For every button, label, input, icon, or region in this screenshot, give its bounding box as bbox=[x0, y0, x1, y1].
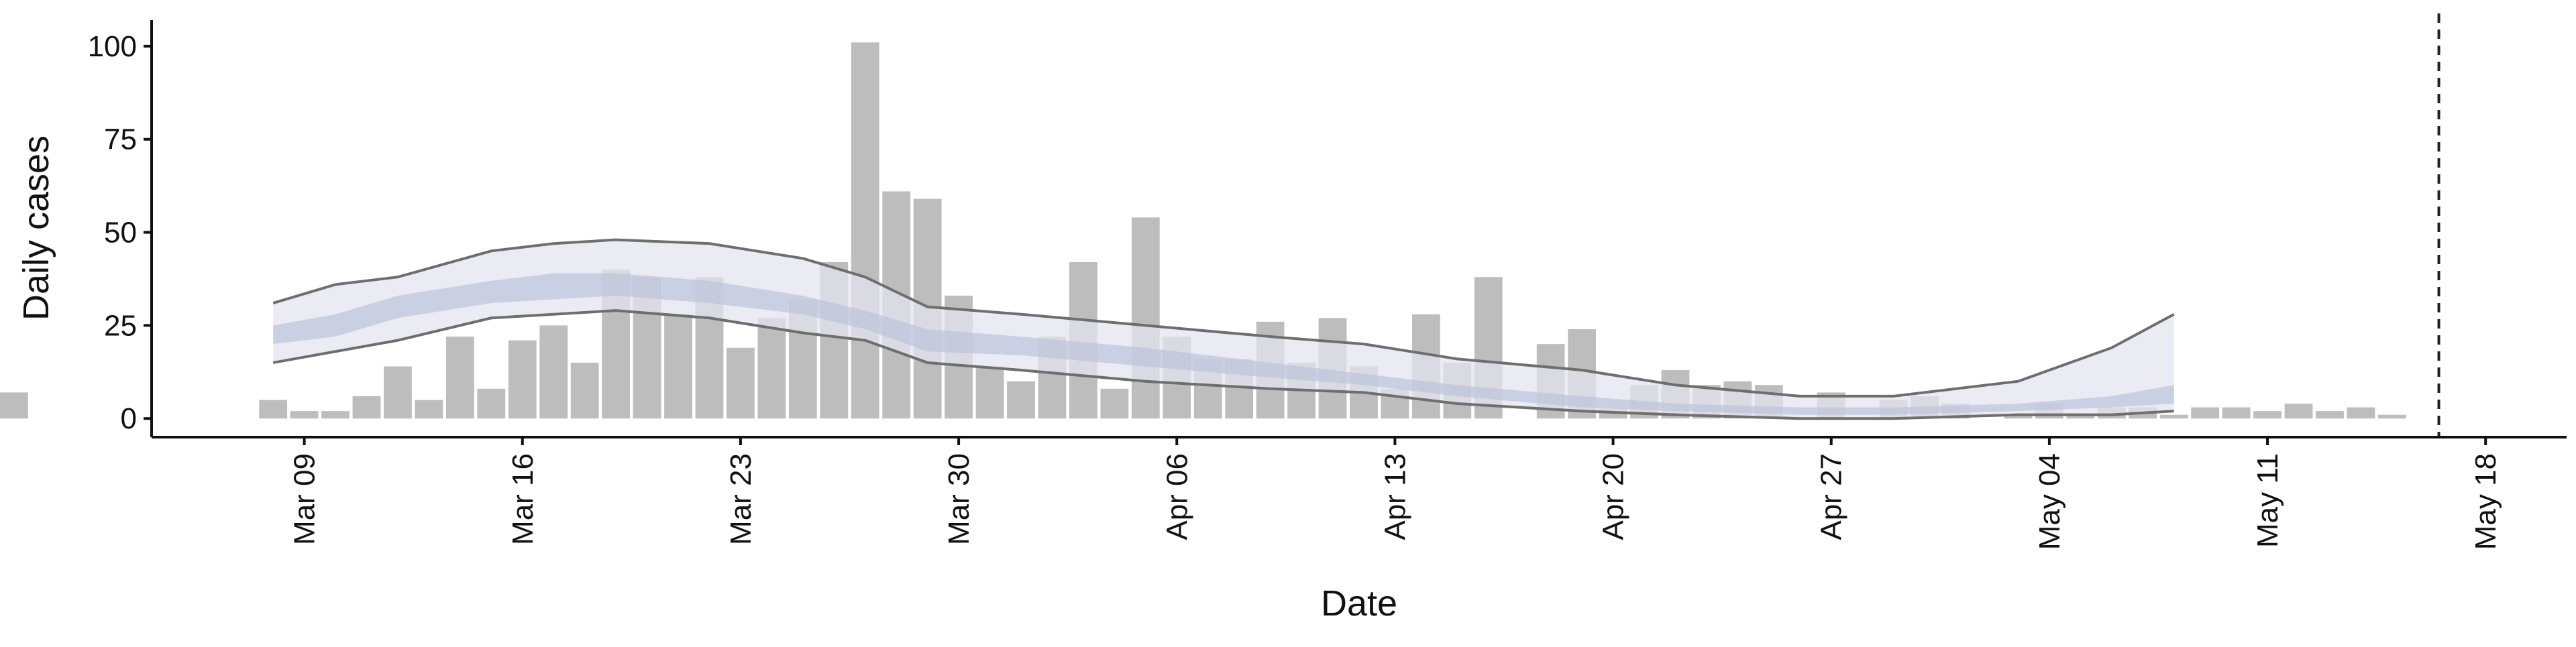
bar bbox=[2284, 404, 2313, 419]
bar bbox=[1007, 381, 1035, 419]
bar bbox=[508, 340, 537, 419]
bar bbox=[2316, 411, 2344, 419]
bar bbox=[2347, 407, 2375, 419]
y-tick-label: 75 bbox=[104, 123, 137, 156]
x-tick-label: May 18 bbox=[2469, 453, 2502, 550]
bar bbox=[975, 366, 1004, 419]
y-tick-label: 100 bbox=[88, 30, 137, 63]
bar bbox=[1100, 388, 1129, 419]
bar bbox=[851, 42, 879, 419]
x-tick-label: Mar 16 bbox=[506, 453, 539, 545]
bar bbox=[2377, 414, 2406, 419]
bar bbox=[352, 396, 381, 419]
credible-band bbox=[273, 239, 2174, 419]
y-tick-label: 25 bbox=[104, 309, 137, 342]
bar bbox=[290, 411, 319, 419]
bar bbox=[415, 400, 443, 419]
x-tick-label: Mar 30 bbox=[943, 453, 975, 545]
x-tick-label: May 04 bbox=[2033, 453, 2066, 550]
x-tick-label: Apr 27 bbox=[1815, 453, 1848, 540]
x-tick-label: Mar 09 bbox=[288, 453, 321, 545]
x-tick-label: May 11 bbox=[2251, 453, 2284, 548]
bar bbox=[727, 347, 755, 419]
bar bbox=[2004, 414, 2033, 419]
x-tick-label: Apr 20 bbox=[1597, 453, 1630, 540]
bar bbox=[321, 411, 350, 419]
y-tick-label: 50 bbox=[104, 217, 137, 249]
credible-band bbox=[273, 273, 2174, 415]
x-tick-label: Mar 23 bbox=[724, 453, 757, 545]
bar bbox=[664, 314, 692, 419]
bar bbox=[477, 388, 506, 419]
bar bbox=[445, 337, 474, 419]
bar bbox=[2222, 407, 2251, 419]
x-tick-label: Apr 06 bbox=[1161, 453, 1193, 540]
bar bbox=[539, 325, 568, 419]
bar bbox=[757, 318, 786, 419]
bar bbox=[0, 392, 28, 419]
band-edge bbox=[272, 309, 2174, 420]
bar bbox=[2066, 414, 2095, 419]
x-axis-title: Date bbox=[1321, 583, 1397, 624]
bar bbox=[384, 366, 412, 419]
bar bbox=[570, 362, 599, 419]
x-tick-label: Apr 13 bbox=[1379, 453, 1411, 540]
y-axis-title: Daily cases bbox=[16, 135, 56, 320]
y-tick-label: 0 bbox=[121, 402, 137, 435]
bar bbox=[2159, 414, 2188, 419]
band-edge bbox=[272, 238, 2175, 398]
bar bbox=[259, 400, 288, 419]
bar bbox=[2191, 407, 2220, 419]
bar bbox=[1131, 217, 1160, 419]
bar bbox=[2253, 411, 2282, 419]
